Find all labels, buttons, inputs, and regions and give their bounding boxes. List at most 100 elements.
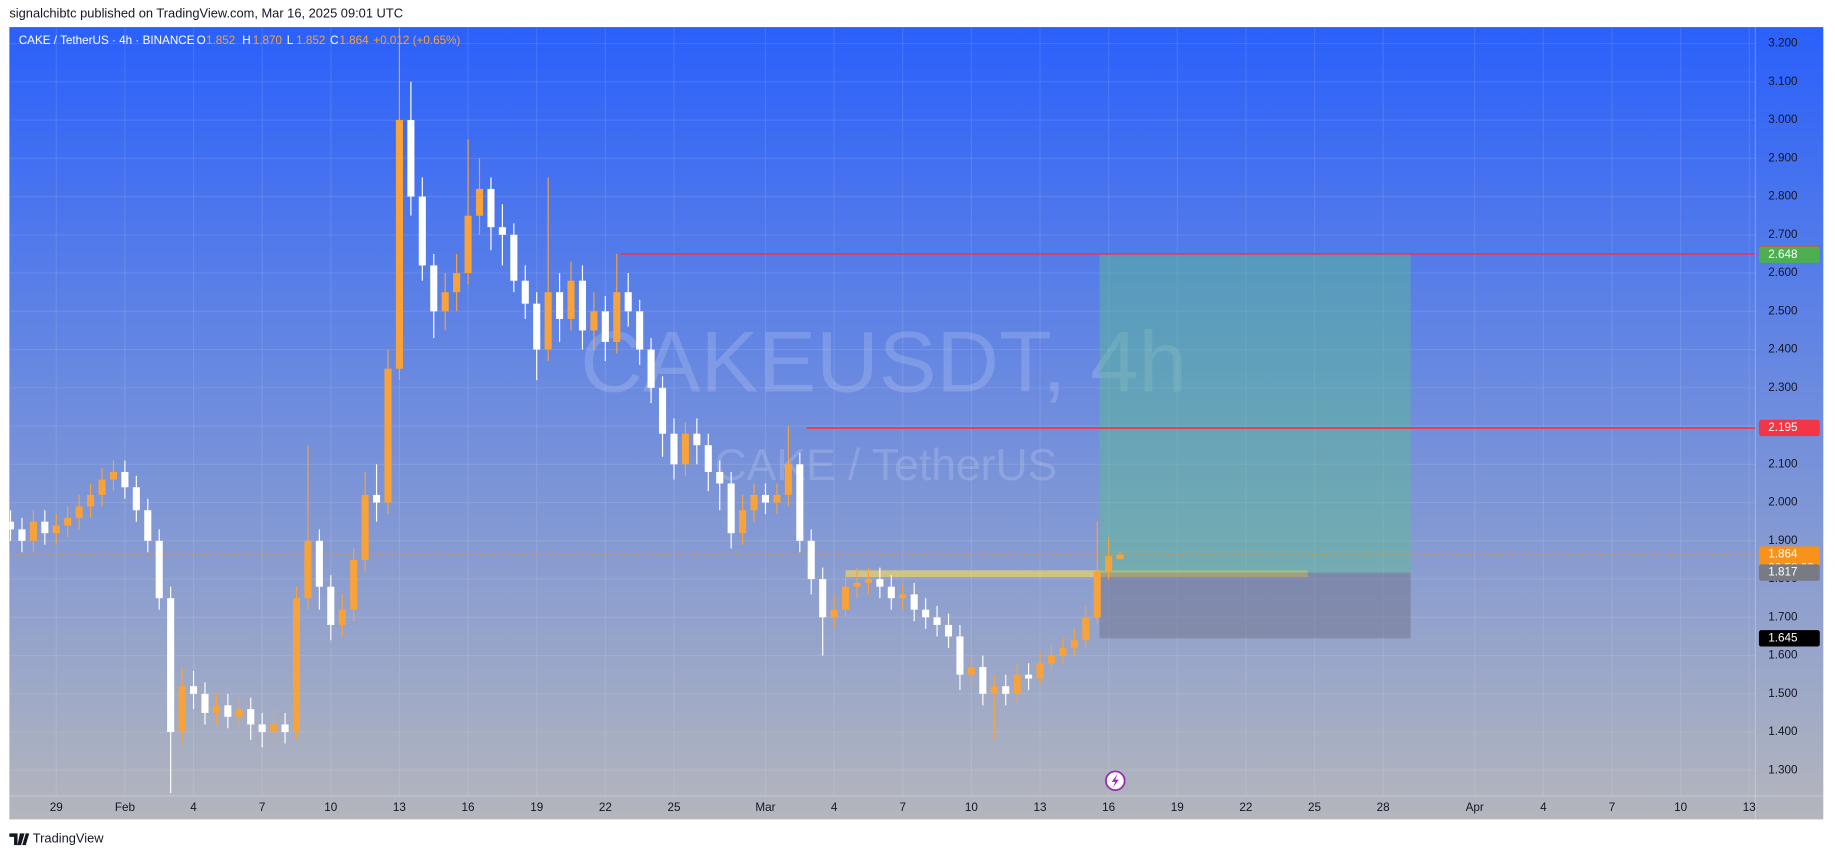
candle-body (704, 445, 712, 472)
publish-header: signalchibtc published on TradingView.co… (9, 6, 403, 21)
legend-o-label: O (197, 34, 206, 47)
candle-body (475, 188, 484, 216)
price-label-bg (1758, 630, 1820, 647)
candle-body (910, 594, 918, 610)
y-tick-label: 2.700 (1768, 228, 1798, 241)
candle-body (1070, 640, 1078, 648)
candle-body (1082, 617, 1090, 641)
candle-body (18, 529, 26, 541)
x-tick-label: 7 (259, 801, 266, 814)
x-tick-label: 22 (1239, 801, 1252, 814)
candle-body (1105, 556, 1113, 572)
candle-body (922, 609, 930, 618)
candle-body (144, 510, 152, 541)
candle-body (1025, 674, 1033, 679)
axes: 1.3001.4001.5001.6001.7001.8001.9002.000… (50, 37, 1820, 814)
candle-body (212, 705, 220, 713)
footer-logo: TradingView (9, 831, 104, 846)
legend-close: 1.864 (339, 34, 369, 47)
candle-body (864, 579, 872, 583)
candle-body (75, 506, 83, 518)
candle-body (990, 686, 998, 694)
candle-body (670, 433, 678, 465)
candle-body (338, 609, 346, 625)
candle-body (681, 433, 689, 465)
candle-body (1059, 647, 1067, 656)
candle-body (853, 582, 861, 587)
x-tick-label: 22 (599, 801, 612, 814)
candle-body (52, 525, 60, 534)
y-tick-label: 1.600 (1768, 649, 1798, 662)
candle-body (807, 540, 815, 580)
x-tick-label: 13 (1743, 801, 1756, 814)
legend-open: 1.852 (206, 34, 235, 47)
price-label-bg (1758, 564, 1820, 581)
y-tick-label: 3.100 (1768, 75, 1798, 88)
alert-icon[interactable] (1105, 770, 1126, 791)
candle-body (578, 280, 587, 331)
candle-body (464, 215, 472, 274)
candle-body (773, 494, 781, 503)
candle-body (979, 667, 987, 694)
x-tick-label: 13 (1034, 801, 1047, 814)
candle-body (29, 521, 37, 541)
x-tick-label: 4 (1540, 801, 1547, 814)
candle-body (132, 487, 140, 511)
candle-body (1116, 554, 1124, 560)
x-tick-label: 28 (1377, 801, 1390, 814)
candle-body (1013, 674, 1021, 694)
x-tick-label: 16 (1102, 801, 1115, 814)
candle-body (658, 387, 667, 434)
y-tick-label: 2.300 (1768, 381, 1798, 394)
y-tick-label: 2.400 (1768, 343, 1798, 356)
candle-body (647, 349, 655, 388)
candle-body (967, 667, 975, 675)
candle-body (830, 609, 838, 618)
drawings (9, 253, 1756, 639)
x-tick-label: 25 (1308, 801, 1321, 814)
candle-body (373, 494, 381, 503)
candle-body (1093, 571, 1101, 618)
candle-body (384, 368, 392, 503)
candle-body (167, 598, 175, 733)
candle-body (9, 521, 15, 530)
candle-body (876, 579, 884, 587)
candle-body (1002, 686, 1010, 694)
candle-body (498, 227, 506, 235)
price-label-bg (1758, 419, 1820, 437)
symbol: CAKE / TetherUS · 4h · BINANCE (19, 34, 195, 47)
footer-text: TradingView (33, 831, 104, 846)
x-tick-label: Mar (755, 801, 775, 814)
candle-body (201, 693, 209, 713)
candles (9, 28, 1124, 794)
y-tick-label: 2.600 (1768, 266, 1798, 279)
candle-body (350, 559, 358, 610)
candle-body (933, 617, 941, 625)
candle-body (590, 311, 598, 331)
x-tick-label: Apr (1466, 801, 1484, 814)
candle-body (109, 471, 118, 480)
x-tick-label: 13 (393, 801, 406, 814)
candle-body (567, 280, 575, 319)
candle-body (1047, 655, 1056, 664)
candle-body (842, 586, 850, 610)
legend-change: +0.012 (+0.65%) (373, 34, 460, 47)
x-tick-label: 29 (50, 801, 63, 814)
legend-h-label: H (242, 34, 250, 47)
y-tick-label: 1.300 (1768, 763, 1798, 776)
x-tick-label: 19 (1171, 801, 1184, 814)
candle-body (258, 724, 266, 733)
candle-body (64, 517, 72, 526)
candle-body (41, 521, 49, 534)
candle-body (510, 234, 518, 281)
legend-low: 1.852 (296, 34, 325, 47)
candle-body (544, 292, 552, 350)
price-label: 2.195 (1768, 421, 1798, 434)
candle-body (189, 686, 198, 694)
x-tick-label: 7 (1609, 801, 1616, 814)
candle-body (716, 471, 724, 484)
candle-body (887, 586, 895, 599)
candle-body (224, 705, 232, 717)
y-tick-label: 2.800 (1768, 190, 1798, 203)
